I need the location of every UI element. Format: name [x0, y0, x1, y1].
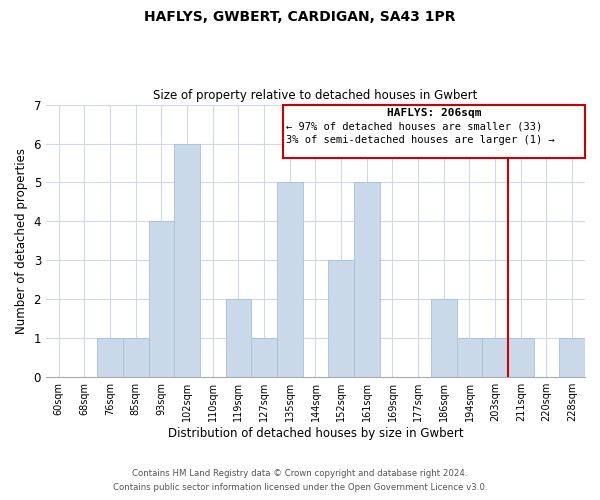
Text: Contains public sector information licensed under the Open Government Licence v3: Contains public sector information licen…	[113, 484, 487, 492]
Bar	[149, 222, 174, 377]
Bar	[174, 144, 200, 377]
Bar	[251, 338, 277, 377]
Bar	[123, 338, 149, 377]
Text: HAFLYS: 206sqm: HAFLYS: 206sqm	[387, 108, 481, 118]
Bar	[328, 260, 354, 377]
Text: ← 97% of detached houses are smaller (33): ← 97% of detached houses are smaller (33…	[286, 122, 542, 132]
Title: Size of property relative to detached houses in Gwbert: Size of property relative to detached ho…	[153, 89, 478, 102]
Bar	[277, 182, 302, 377]
Text: Contains HM Land Registry data © Crown copyright and database right 2024.: Contains HM Land Registry data © Crown c…	[132, 468, 468, 477]
Text: 3% of semi-detached houses are larger (1) →: 3% of semi-detached houses are larger (1…	[286, 136, 555, 145]
Text: HAFLYS, GWBERT, CARDIGAN, SA43 1PR: HAFLYS, GWBERT, CARDIGAN, SA43 1PR	[144, 10, 456, 24]
Bar	[457, 338, 482, 377]
Bar	[354, 182, 380, 377]
Bar	[431, 300, 457, 377]
Bar	[508, 338, 533, 377]
Y-axis label: Number of detached properties: Number of detached properties	[15, 148, 28, 334]
Bar	[226, 300, 251, 377]
Bar	[559, 338, 585, 377]
Bar	[97, 338, 123, 377]
X-axis label: Distribution of detached houses by size in Gwbert: Distribution of detached houses by size …	[167, 427, 463, 440]
Bar	[482, 338, 508, 377]
